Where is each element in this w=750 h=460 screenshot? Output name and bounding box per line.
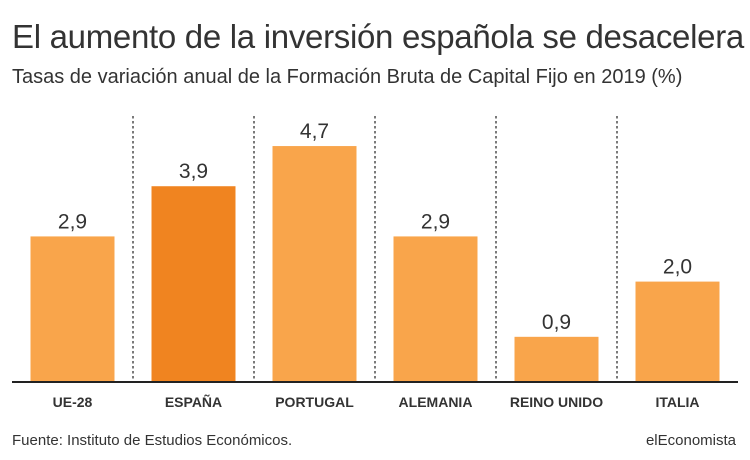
brand-logo-text: elEconomista xyxy=(645,432,736,449)
value-label: 2,9 xyxy=(58,210,87,233)
value-label: 2,0 xyxy=(663,256,692,279)
category-label: ESPAÑA xyxy=(165,393,222,410)
category-label: REINO UNIDO xyxy=(510,394,603,410)
value-label: 0,9 xyxy=(542,311,571,334)
bar-ue-28 xyxy=(30,236,115,382)
value-label: 4,7 xyxy=(300,120,329,143)
bar-españa xyxy=(151,186,236,382)
bar-portugal xyxy=(272,146,357,382)
bar-reino-unido xyxy=(514,336,599,382)
category-label: ALEMANIA xyxy=(399,394,473,410)
bar-italia xyxy=(635,281,720,382)
source-note: Fuente: Instituto de Estudios Económicos… xyxy=(12,432,293,449)
value-label: 2,9 xyxy=(421,210,450,233)
value-label: 3,9 xyxy=(179,160,208,183)
bar-alemania xyxy=(393,236,478,382)
category-label: ITALIA xyxy=(655,394,699,410)
chart-subtitle: Tasas de variación anual de la Formación… xyxy=(12,66,683,88)
category-label: UE-28 xyxy=(53,394,93,410)
chart-title: El aumento de la inversión española se d… xyxy=(12,18,744,55)
category-label: PORTUGAL xyxy=(275,394,354,410)
